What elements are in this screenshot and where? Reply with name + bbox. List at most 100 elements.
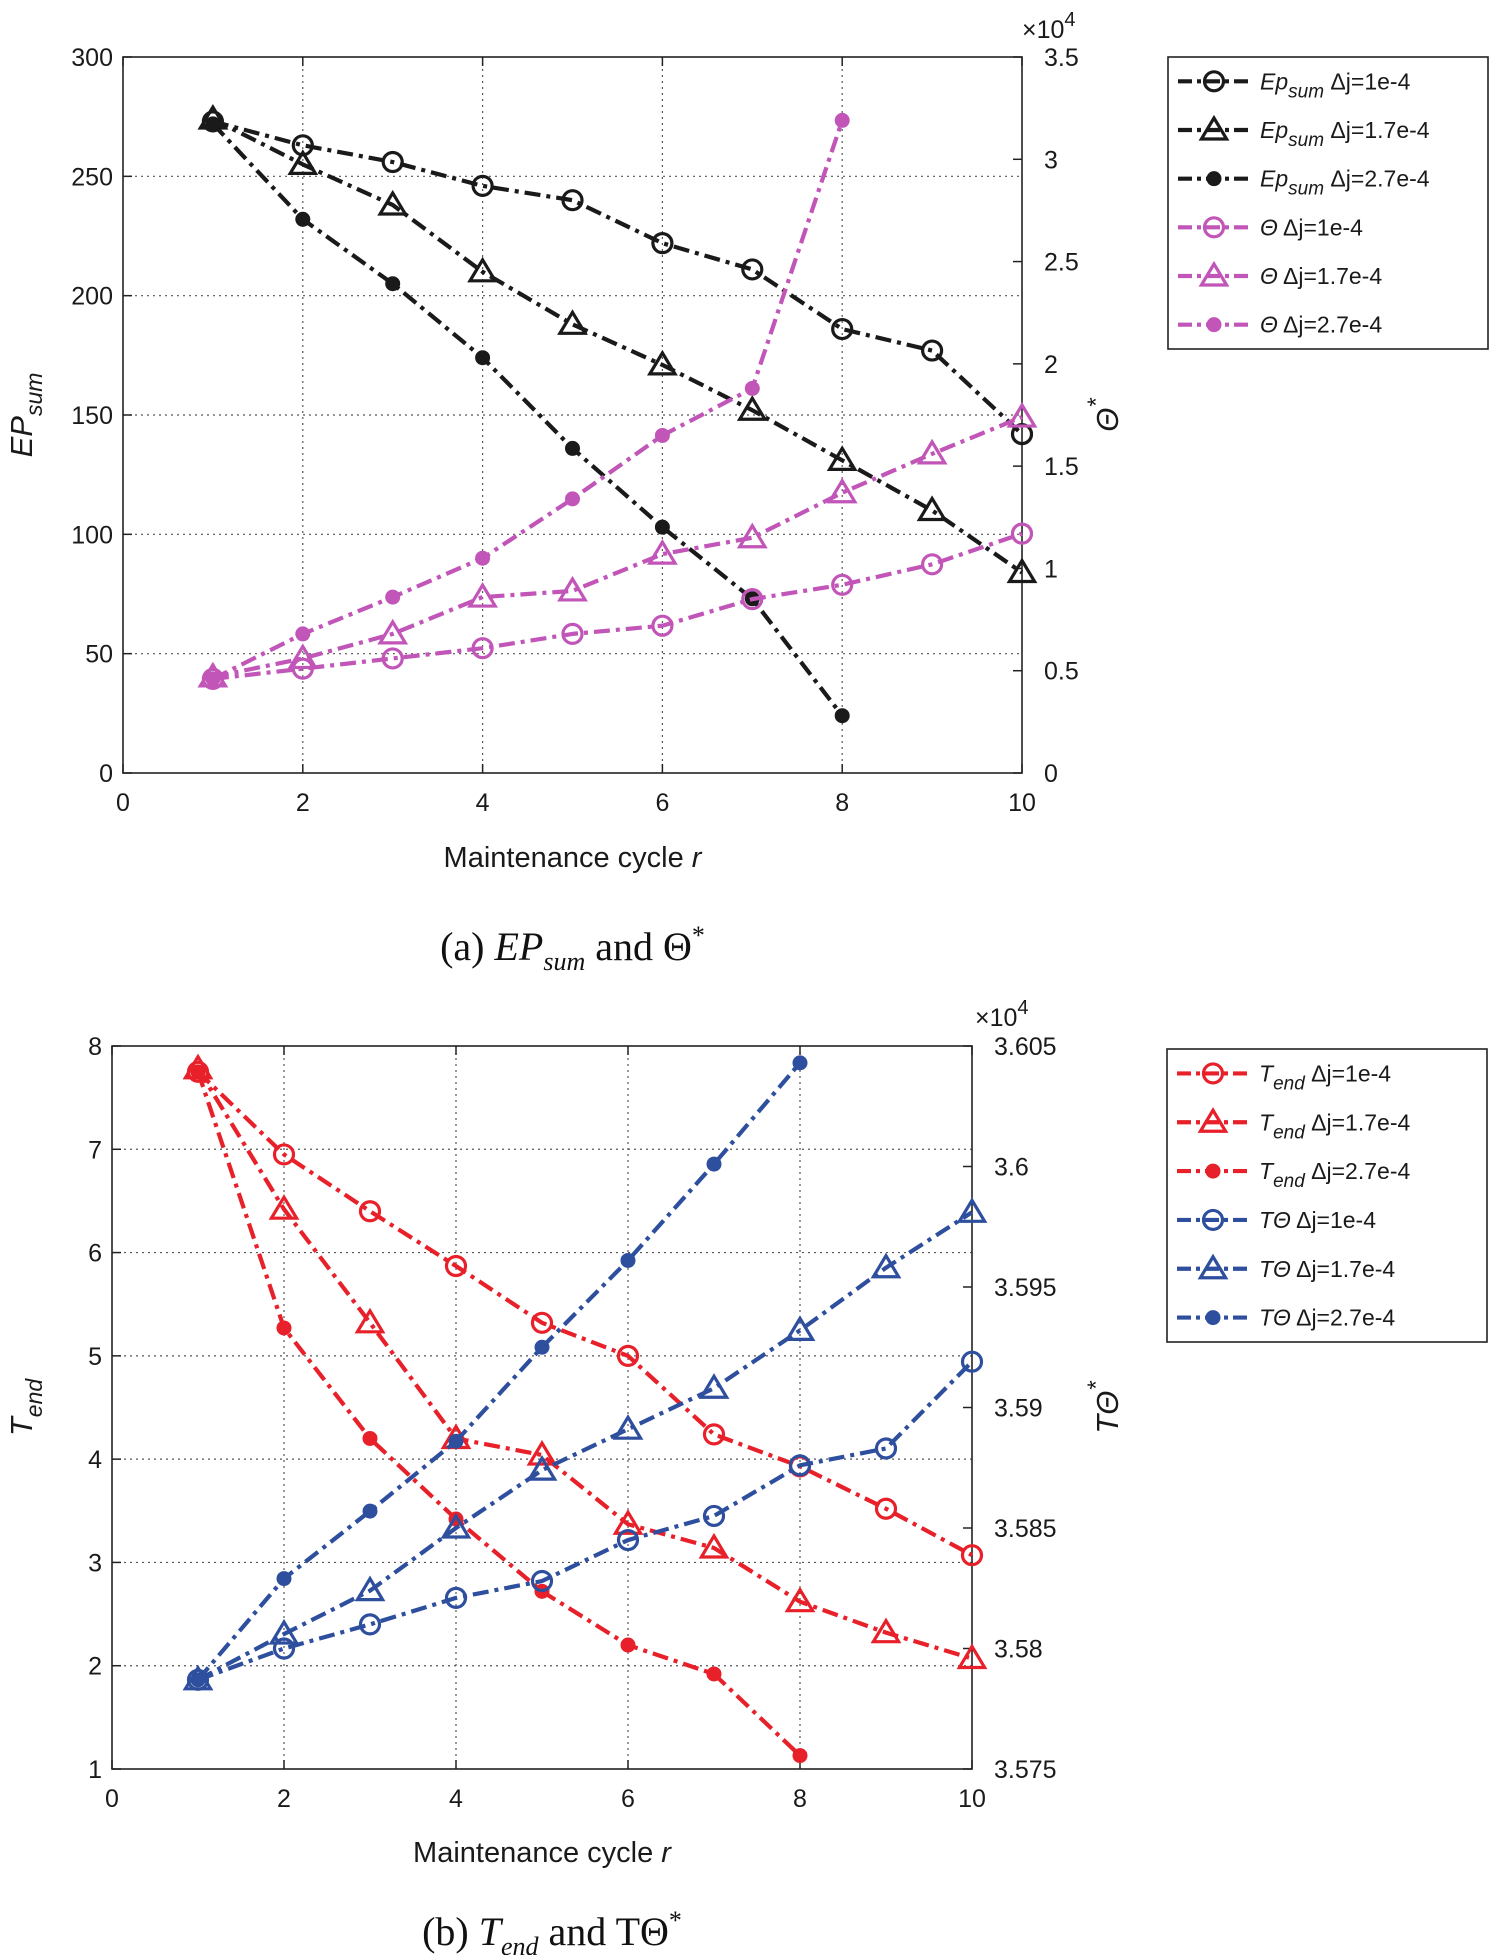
legend-label: TΘ Δj=2.7e-4 [1259, 1305, 1395, 1331]
legend-marker [1201, 1062, 1225, 1085]
data-point [377, 189, 409, 216]
series-4 [186, 1350, 984, 1691]
data-point [654, 519, 670, 535]
data-point [471, 174, 494, 197]
legend-label-suffix: Δj=1.7e-4 [1291, 1256, 1395, 1282]
y-right-tick-label: 3.59 [994, 1395, 1043, 1423]
y-right-tick-label: 3.585 [994, 1515, 1057, 1543]
y-left-tick-label: 8 [88, 1033, 102, 1061]
data-point [467, 256, 499, 283]
data-point [960, 1544, 984, 1567]
data-point [826, 477, 858, 504]
data-point [826, 445, 858, 471]
caption-sub: sum [543, 947, 585, 976]
data-point [702, 1504, 726, 1528]
y-left-tick-label: 7 [88, 1136, 102, 1164]
series-2 [182, 1053, 988, 1670]
legend-label-base: Θ [1260, 263, 1278, 289]
legend-item: Epsum Δj=1e-4 [1178, 68, 1411, 102]
data-point [1010, 522, 1034, 545]
series-line [211, 122, 844, 717]
y-left-tick-label: 5 [88, 1343, 102, 1371]
legend-label-sub: end [1273, 1122, 1306, 1143]
y-left-tick-label: 150 [71, 402, 113, 430]
data-point [440, 1512, 472, 1539]
data-point [920, 553, 944, 576]
y-left-tick-label: 300 [71, 44, 113, 72]
legend-item: Epsum Δj=1.7e-4 [1178, 114, 1430, 151]
legend-label: Epsum Δj=2.7e-4 [1260, 166, 1430, 200]
series-line [212, 415, 1023, 679]
data-point [295, 626, 311, 642]
legend-label-base: T [1259, 1060, 1275, 1086]
legend-label: TΘ Δj=1.7e-4 [1259, 1256, 1395, 1282]
legend-label-base: TΘ [1259, 1305, 1291, 1331]
gridlines [111, 1045, 973, 1770]
y-right-label-sup: * [1083, 1381, 1110, 1391]
exponent-base: ×10 [975, 1004, 1017, 1032]
series-6 [190, 1055, 808, 1688]
caption-mid: and [539, 1909, 616, 1954]
legend-label-suffix: Δj=2.7e-4 [1291, 1305, 1395, 1331]
legend-label-sub: sum [1288, 179, 1324, 200]
chart-panel-a: 0 2 4 6 8 1005010015020025030000.511.522.533.… [4, 9, 1489, 976]
data-point [385, 276, 401, 292]
y-left-axis-label: Tend [4, 1378, 47, 1437]
y-left-label-main: EP [4, 416, 39, 458]
data-point [272, 1637, 296, 1660]
legend-label-suffix: Δj=1e-4 [1291, 1207, 1376, 1233]
data-point [1006, 557, 1038, 584]
data-point [620, 1252, 636, 1268]
series-line [197, 1210, 974, 1682]
legend-label-suffix: Δj=1e-4 [1278, 214, 1363, 240]
exponent-base: ×10 [1022, 16, 1064, 44]
data-point [526, 1439, 558, 1466]
data-point [612, 1509, 644, 1535]
legend-label-suffix: Δj=1e-4 [1305, 1060, 1392, 1086]
caption-tail: Θ [663, 924, 692, 969]
data-point [612, 1414, 644, 1440]
legend-label-sub: sum [1288, 81, 1324, 102]
series-2 [197, 103, 1038, 584]
legend-item: Tend Δj=2.7e-4 [1177, 1158, 1410, 1192]
y-right-tick-label: 3.6 [994, 1154, 1029, 1182]
data-point [557, 309, 588, 335]
legend-label-base: TΘ [1259, 1256, 1291, 1282]
y-right-axis-label: TΘ* [1083, 1381, 1125, 1434]
legend-item: TΘ Δj=1e-4 [1177, 1207, 1376, 1233]
data-point [205, 116, 221, 132]
data-point [870, 1252, 902, 1279]
legend-marker [1205, 1310, 1221, 1326]
figure-caption: (b) Tend and TΘ* [422, 1906, 682, 1955]
legend-label-suffix: Δj=1e-4 [1324, 68, 1411, 94]
data-point [916, 438, 948, 465]
y-right-tick-label: 3.595 [994, 1274, 1057, 1302]
series-1 [186, 1060, 984, 1567]
x-tick-label: 8 [793, 1785, 807, 1813]
caption-sub: end [501, 1932, 540, 1955]
data-point [920, 339, 944, 362]
data-point [561, 622, 584, 645]
data-point [736, 522, 768, 549]
legend-label-base: T [1259, 1158, 1275, 1184]
data-point [616, 1528, 640, 1552]
data-point [784, 1586, 816, 1613]
legend-label: Θ Δj=2.7e-4 [1260, 312, 1382, 338]
data-point [956, 1643, 988, 1670]
series-line [211, 117, 1024, 575]
legend-label: Θ Δj=1.7e-4 [1260, 263, 1382, 289]
y-right-label-sup: * [1083, 398, 1110, 408]
legend-label-suffix: Δj=2.7e-4 [1305, 1158, 1411, 1184]
plot-frame [122, 56, 1023, 774]
data-point [706, 1156, 722, 1172]
data-point [788, 1454, 812, 1477]
y-left-tick-label: 3 [88, 1549, 102, 1577]
data-point [448, 1433, 464, 1449]
x-tick-label: 6 [655, 789, 669, 817]
data-point [475, 350, 491, 366]
legend-label: Tend Δj=1e-4 [1259, 1060, 1391, 1094]
y-left-label-main: T [4, 1415, 39, 1436]
caption-tail: TΘ [616, 1909, 669, 1954]
data-point [354, 1307, 386, 1334]
